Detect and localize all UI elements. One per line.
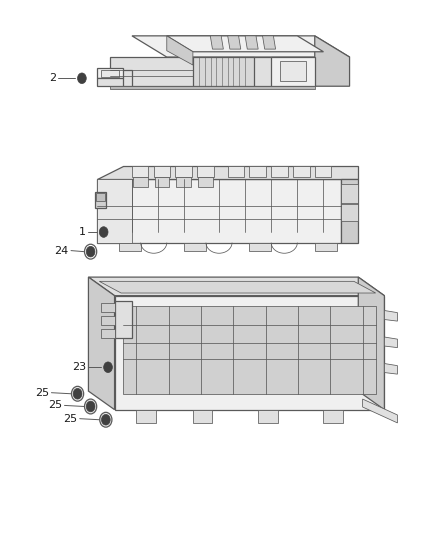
Polygon shape bbox=[245, 36, 258, 49]
Polygon shape bbox=[110, 57, 315, 86]
Polygon shape bbox=[193, 57, 254, 86]
Polygon shape bbox=[176, 166, 192, 177]
Circle shape bbox=[100, 413, 112, 427]
Polygon shape bbox=[193, 410, 212, 423]
Circle shape bbox=[74, 390, 81, 398]
Polygon shape bbox=[97, 78, 123, 86]
Polygon shape bbox=[102, 70, 119, 77]
Circle shape bbox=[87, 402, 94, 411]
Polygon shape bbox=[132, 36, 350, 57]
Polygon shape bbox=[341, 179, 358, 243]
Circle shape bbox=[78, 73, 86, 84]
Text: 24: 24 bbox=[55, 246, 69, 256]
Polygon shape bbox=[167, 36, 193, 65]
Polygon shape bbox=[88, 277, 385, 296]
Polygon shape bbox=[258, 410, 278, 423]
Polygon shape bbox=[315, 36, 350, 86]
Polygon shape bbox=[133, 177, 148, 187]
Polygon shape bbox=[385, 311, 397, 321]
Polygon shape bbox=[102, 303, 115, 312]
Polygon shape bbox=[102, 316, 115, 325]
Polygon shape bbox=[341, 204, 358, 221]
Polygon shape bbox=[210, 36, 223, 49]
Polygon shape bbox=[323, 410, 343, 423]
Polygon shape bbox=[228, 36, 241, 49]
Polygon shape bbox=[97, 166, 358, 179]
Circle shape bbox=[86, 246, 95, 257]
Polygon shape bbox=[136, 410, 156, 423]
Polygon shape bbox=[102, 329, 115, 338]
Polygon shape bbox=[123, 306, 376, 394]
Circle shape bbox=[102, 416, 110, 424]
Polygon shape bbox=[271, 166, 288, 177]
Circle shape bbox=[85, 244, 97, 259]
Polygon shape bbox=[110, 70, 132, 86]
Polygon shape bbox=[315, 243, 336, 251]
Circle shape bbox=[99, 227, 108, 237]
Circle shape bbox=[86, 401, 95, 412]
Polygon shape bbox=[358, 277, 385, 410]
Polygon shape bbox=[293, 166, 310, 177]
Polygon shape bbox=[88, 277, 115, 410]
Text: 25: 25 bbox=[35, 387, 49, 398]
Polygon shape bbox=[115, 301, 132, 338]
Polygon shape bbox=[250, 243, 271, 251]
Circle shape bbox=[73, 389, 82, 399]
Text: 1: 1 bbox=[79, 227, 86, 237]
Circle shape bbox=[104, 362, 113, 373]
Circle shape bbox=[102, 415, 110, 425]
Polygon shape bbox=[363, 399, 397, 423]
Polygon shape bbox=[115, 296, 385, 410]
Polygon shape bbox=[154, 166, 170, 177]
Polygon shape bbox=[177, 177, 191, 187]
Text: 23: 23 bbox=[72, 362, 86, 372]
Polygon shape bbox=[155, 177, 170, 187]
Text: 25: 25 bbox=[48, 400, 62, 410]
Text: 2: 2 bbox=[49, 73, 56, 83]
Polygon shape bbox=[95, 192, 106, 208]
Polygon shape bbox=[280, 61, 306, 81]
Polygon shape bbox=[197, 166, 214, 177]
Polygon shape bbox=[97, 179, 132, 243]
Polygon shape bbox=[271, 57, 315, 86]
Polygon shape bbox=[262, 36, 276, 49]
Polygon shape bbox=[198, 177, 213, 187]
Polygon shape bbox=[97, 68, 123, 78]
Polygon shape bbox=[315, 166, 331, 177]
Polygon shape bbox=[97, 179, 341, 243]
Text: 25: 25 bbox=[64, 414, 78, 424]
Polygon shape bbox=[99, 281, 376, 293]
Polygon shape bbox=[96, 193, 105, 201]
Circle shape bbox=[71, 386, 84, 401]
Polygon shape bbox=[385, 364, 397, 374]
Polygon shape bbox=[385, 337, 397, 348]
Polygon shape bbox=[341, 184, 358, 203]
Circle shape bbox=[85, 399, 97, 414]
Polygon shape bbox=[228, 166, 244, 177]
Polygon shape bbox=[110, 86, 315, 89]
Polygon shape bbox=[250, 166, 266, 177]
Polygon shape bbox=[132, 166, 148, 177]
Polygon shape bbox=[167, 36, 323, 52]
Polygon shape bbox=[119, 243, 141, 251]
Polygon shape bbox=[184, 243, 206, 251]
